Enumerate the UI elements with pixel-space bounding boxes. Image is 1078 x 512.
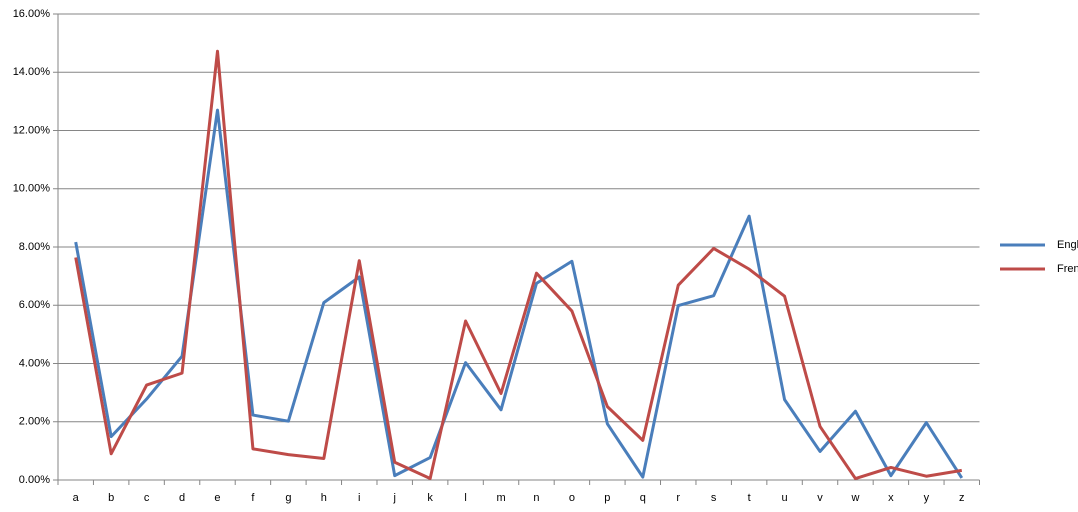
legend-label: English [1057, 239, 1078, 251]
x-tick-label: a [73, 492, 80, 504]
x-tick-label: b [108, 492, 114, 504]
x-tick-label: o [569, 492, 575, 504]
y-tick-label: 6.00% [19, 299, 50, 311]
y-tick-label: 16.00% [13, 8, 51, 20]
x-tick-label: k [427, 492, 433, 504]
y-tick-label: 10.00% [13, 183, 51, 195]
y-tick-label: 4.00% [19, 357, 50, 369]
x-tick-label: i [358, 492, 360, 504]
legend-label: French [1057, 263, 1078, 275]
x-tick-label: r [676, 492, 680, 504]
x-tick-label: v [817, 492, 823, 504]
x-tick-label: s [711, 492, 717, 504]
x-tick-label: d [179, 492, 185, 504]
y-tick-label: 14.00% [13, 66, 51, 78]
x-tick-label: m [496, 492, 505, 504]
x-tick-label: p [604, 492, 610, 504]
x-tick-label: c [144, 492, 150, 504]
x-tick-label: l [464, 492, 466, 504]
x-tick-label: h [321, 492, 327, 504]
x-tick-label: g [285, 492, 291, 504]
y-tick-label: 0.00% [19, 474, 50, 486]
x-tick-label: z [959, 492, 965, 504]
series-line [74, 108, 964, 479]
x-tick-label: u [782, 492, 788, 504]
x-tick-label: t [748, 492, 751, 504]
y-tick-label: 2.00% [19, 416, 50, 428]
x-tick-label: f [251, 492, 255, 504]
x-tick-label: n [533, 492, 539, 504]
x-tick-label: e [214, 492, 220, 504]
x-tick-label: w [850, 492, 859, 504]
x-tick-label: y [924, 492, 930, 504]
x-tick-label: q [640, 492, 646, 504]
y-tick-label: 12.00% [13, 124, 51, 136]
series-line [74, 49, 963, 481]
y-tick-label: 8.00% [19, 241, 50, 253]
x-tick-label: x [888, 492, 894, 504]
x-tick-label: j [392, 492, 395, 504]
